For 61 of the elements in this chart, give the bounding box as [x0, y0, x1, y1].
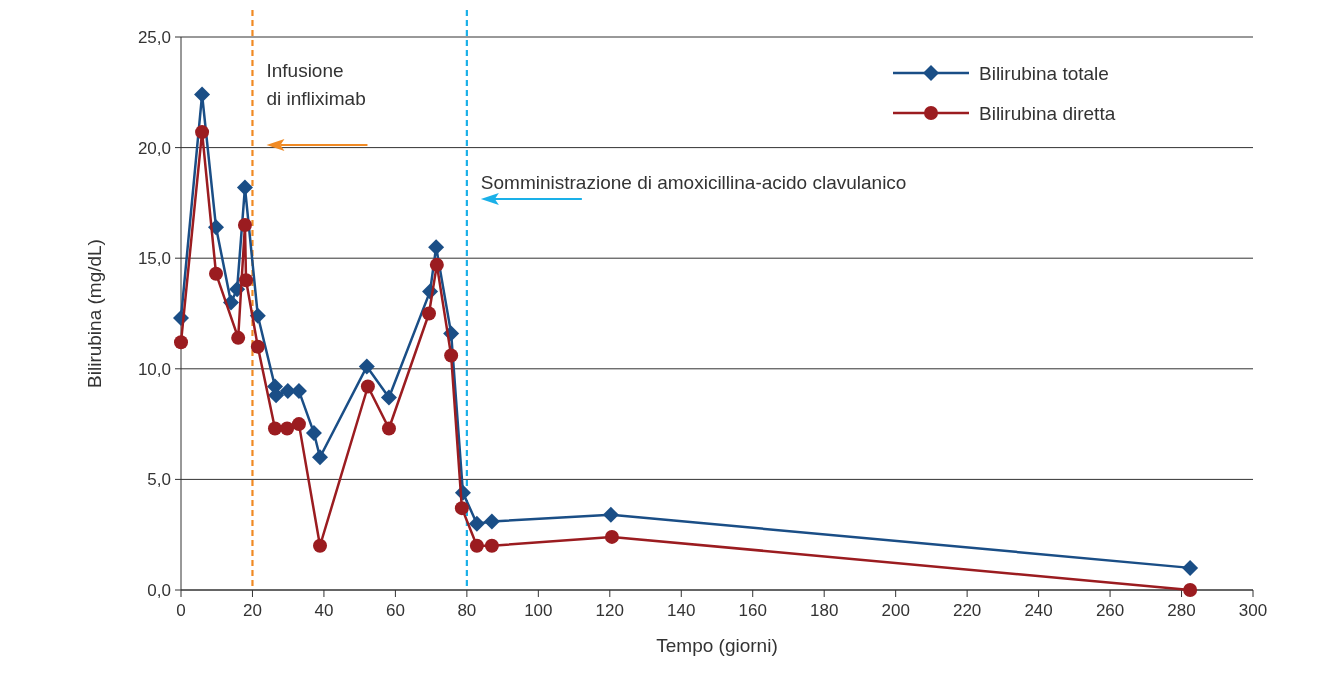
x-tick-label: 280 [1167, 601, 1196, 620]
point [604, 529, 619, 544]
point [312, 449, 328, 466]
y-tick-label: 20,0 [137, 138, 171, 158]
point [468, 515, 485, 532]
point [358, 358, 375, 375]
point [237, 218, 252, 233]
x-tick-label: 0 [176, 601, 186, 620]
x-tick-label: 100 [524, 601, 553, 620]
x-tick-label: 160 [738, 601, 767, 620]
y-tick-label: 10,0 [137, 359, 171, 379]
point [194, 86, 211, 103]
point [239, 273, 254, 288]
x-tick-label: 120 [595, 601, 624, 620]
point [280, 421, 295, 436]
x-tick-label: 20 [243, 601, 262, 620]
legend-label: Bilirubina diretta [979, 102, 1116, 124]
point [381, 421, 396, 436]
point [279, 382, 296, 399]
x-tick-label: 140 [667, 601, 696, 620]
x-tick-label: 40 [314, 601, 334, 620]
x-tick-label: 240 [1024, 601, 1053, 620]
point [380, 389, 397, 406]
x-tick-label: 80 [457, 601, 477, 620]
x-tick-label: 60 [385, 601, 405, 620]
point [231, 330, 246, 345]
y-axis-title: Bilirubina (mg/dL) [84, 239, 105, 388]
point [267, 421, 282, 436]
y-tick-label: 0,0 [147, 580, 171, 600]
point [174, 335, 188, 350]
point [602, 506, 619, 523]
point [360, 379, 375, 394]
point [469, 538, 484, 553]
point [1183, 583, 1198, 597]
point [195, 125, 210, 140]
point [444, 348, 459, 363]
x-tick-label: 200 [881, 601, 910, 620]
x-tick-label: 260 [1095, 601, 1125, 620]
point [1182, 559, 1199, 576]
point [313, 538, 327, 553]
point [291, 417, 306, 432]
point [429, 257, 444, 272]
point [305, 424, 322, 441]
y-tick-label: 25,0 [137, 27, 171, 47]
ref-line-label: Infusione di infliximab [266, 60, 366, 109]
y-tick-label: 5,0 [147, 470, 171, 490]
ref-line-label: Somministrazione di amoxicillina-acido clavulanico [480, 172, 907, 193]
point [428, 239, 445, 256]
x-tick-label: 300 [1238, 601, 1268, 620]
point [421, 306, 436, 321]
legend-label: Bilirubina totale [979, 62, 1109, 84]
point [454, 501, 469, 516]
point [250, 339, 265, 354]
point [236, 179, 253, 196]
x-axis-title: Tempo (giorni) [656, 635, 778, 656]
y-tick-label: 15,0 [137, 249, 171, 269]
point [209, 266, 224, 281]
x-tick-label: 220 [952, 601, 982, 620]
point [483, 513, 500, 530]
point [484, 538, 499, 553]
x-tick-label: 180 [810, 601, 839, 620]
